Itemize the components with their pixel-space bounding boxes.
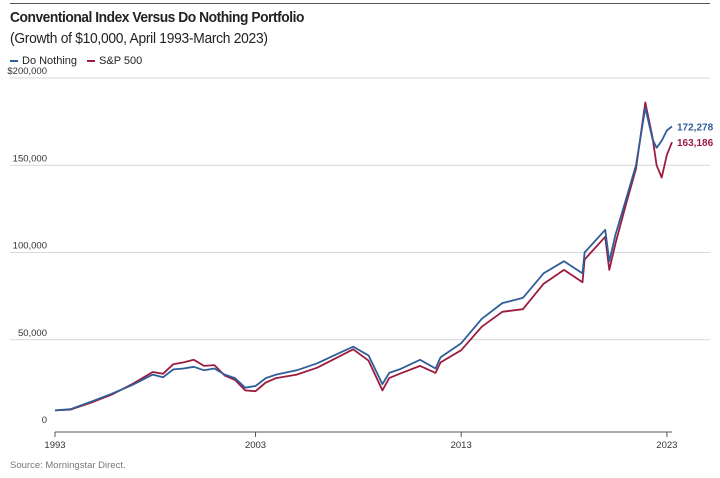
source-note: Source: Morningstar Direct. — [10, 460, 126, 471]
y-tick-label: 50,000 — [18, 328, 47, 339]
legend-label-sp500: S&P 500 — [99, 55, 143, 67]
top-rule — [10, 3, 710, 4]
end-labels: 172,278 163,186 — [677, 122, 714, 149]
legend-item-do-nothing: Do Nothing — [10, 55, 77, 67]
x-tick-label: 1993 — [44, 440, 65, 451]
series-lines — [54, 101, 673, 412]
series-line-do-nothing — [54, 106, 673, 412]
legend-item-sp500: S&P 500 — [87, 55, 142, 67]
legend-swatch-do-nothing — [10, 60, 18, 62]
chart-title: Conventional Index Versus Do Nothing Por… — [10, 9, 304, 26]
x-tick-label: 2003 — [245, 440, 266, 451]
y-tick-label: $200,000 — [7, 66, 47, 77]
y-tick-label: 150,000 — [13, 153, 47, 164]
legend: Do Nothing S&P 500 — [10, 55, 152, 67]
end-label-sp500: 163,186 — [677, 138, 714, 149]
x-tick-label: 2013 — [451, 440, 472, 451]
chart-subtitle: (Growth of $10,000, April 1993-March 202… — [10, 30, 268, 47]
legend-label-do-nothing: Do Nothing — [22, 55, 78, 67]
legend-swatch-sp500 — [87, 60, 96, 62]
y-axis-ticks: 0 50,000 100,000 150,000 $200,000 — [7, 66, 47, 426]
series-line-sp500 — [54, 101, 673, 412]
y-tick-label: 100,000 — [13, 241, 47, 252]
gridlines — [10, 77, 710, 341]
end-label-do-nothing: 172,278 — [677, 122, 714, 133]
y-tick-label: 0 — [42, 415, 47, 426]
x-tick-label: 2023 — [656, 440, 677, 451]
x-axis: 1993 2003 2013 2023 — [44, 431, 677, 451]
